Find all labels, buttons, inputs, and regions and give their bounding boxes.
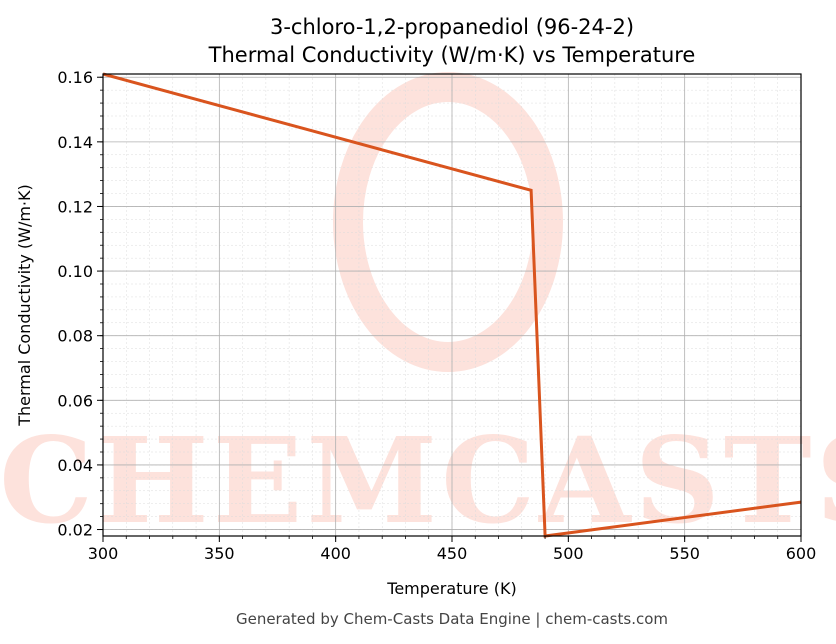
x-axis-label: Temperature (K) xyxy=(386,579,516,598)
x-tick-label: 300 xyxy=(88,544,119,563)
footer-credit: Generated by Chem-Casts Data Engine | ch… xyxy=(236,610,668,628)
chart-title-line2: Thermal Conductivity (W/m·K) vs Temperat… xyxy=(208,43,696,67)
x-tick-label: 450 xyxy=(437,544,468,563)
x-tick-label: 350 xyxy=(204,544,235,563)
x-tick-label: 600 xyxy=(786,544,817,563)
y-tick-label: 0.14 xyxy=(57,133,93,152)
y-tick-label: 0.10 xyxy=(57,262,93,281)
y-tick-label: 0.02 xyxy=(57,521,93,540)
y-tick-label: 0.16 xyxy=(57,68,93,87)
watermark-logo-ring xyxy=(333,72,563,372)
y-tick-label: 0.06 xyxy=(57,391,93,410)
x-tick-label: 550 xyxy=(669,544,700,563)
data-series-line xyxy=(102,72,802,538)
y-tick-label: 0.04 xyxy=(57,456,93,475)
y-axis-ticks: 0.02 0.04 0.06 0.08 0.10 0.12 0.14 0.16 xyxy=(57,68,103,540)
x-tick-label: 500 xyxy=(553,544,584,563)
y-axis-label: Thermal Conductivity (W/m·K) xyxy=(15,184,34,427)
x-axis-ticks: 300 350 400 450 500 550 600 xyxy=(88,536,817,563)
x-tick-label: 400 xyxy=(320,544,351,563)
y-tick-label: 0.12 xyxy=(57,197,93,216)
series-layer xyxy=(102,72,802,538)
y-tick-label: 0.08 xyxy=(57,327,93,346)
watermark: CHEMCASTS xyxy=(0,72,836,550)
chart-title-line1: 3-chloro-1,2-propanediol (96-24-2) xyxy=(270,15,634,39)
watermark-text: CHEMCASTS xyxy=(0,411,836,550)
